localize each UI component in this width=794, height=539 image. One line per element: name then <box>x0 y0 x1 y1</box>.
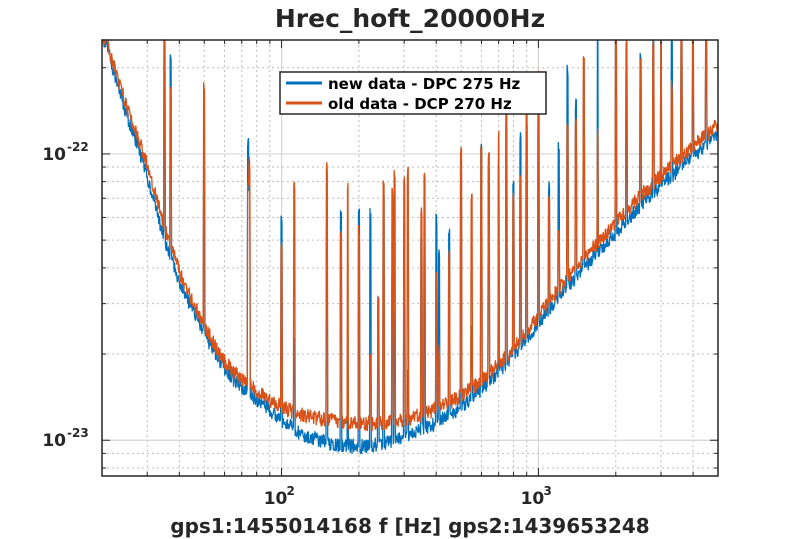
x-tick-exponent: 2 <box>287 484 295 498</box>
chart-title: Hrec_hoft_20000Hz <box>275 4 545 33</box>
legend: new data - DPC 275 Hz old data - DCP 270… <box>279 71 547 115</box>
series-line-old-data <box>101 39 719 432</box>
legend-label-new-data: new data - DPC 275 Hz <box>328 75 521 93</box>
y-tick-label: 10 <box>42 431 66 451</box>
x-tick-label: 10 <box>521 489 545 509</box>
y-tick-exponent: -22 <box>67 140 89 154</box>
data-series <box>101 39 719 455</box>
x-tick-label: 10 <box>264 489 288 509</box>
legend-label-old-data: old data - DCP 270 Hz <box>328 95 512 113</box>
tick-marks <box>101 40 719 476</box>
x-axis-label: gps1:1455014168 f [Hz] gps2:1439653248 <box>170 514 649 538</box>
y-tick-label: 10 <box>42 145 66 165</box>
x-tick-exponent: 3 <box>543 484 551 498</box>
y-tick-exponent: -23 <box>67 426 89 440</box>
legend-box <box>279 71 547 115</box>
plot-frame <box>101 39 719 477</box>
